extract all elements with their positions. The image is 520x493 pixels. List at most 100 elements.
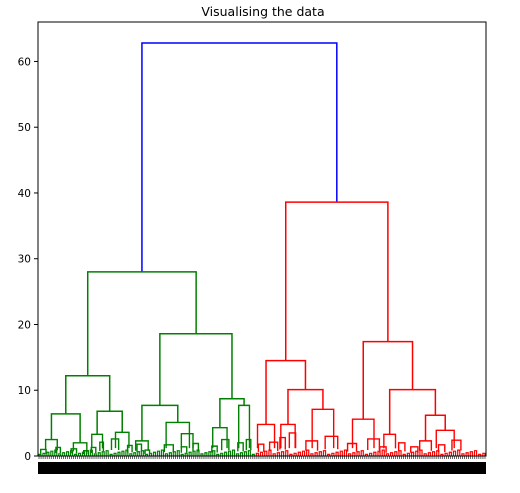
leaf-link: [276, 452, 281, 456]
leaf-link: [415, 450, 419, 456]
leaf-link: [360, 450, 364, 456]
small-merge-link: [367, 438, 381, 451]
leaf-link: [121, 450, 125, 456]
small-merge-link: [418, 440, 433, 451]
leaf-link: [172, 451, 176, 456]
leaf-link: [368, 452, 373, 456]
small-merge-link: [110, 438, 120, 451]
leaf-link: [192, 450, 196, 456]
leaf-link: [168, 452, 172, 456]
small-merge-link: [451, 439, 462, 451]
leaf-link: [200, 453, 204, 456]
leaf-link: [164, 453, 168, 456]
leaf-link: [482, 452, 486, 456]
cluster-merge-link: [287, 388, 324, 425]
leaf-link: [73, 453, 78, 456]
leaf-link: [105, 450, 109, 456]
leaf-link: [141, 450, 145, 456]
leaf-link: [231, 449, 236, 456]
leaf-link: [251, 453, 255, 456]
cluster-merge-link: [141, 404, 179, 441]
leaf-link: [97, 452, 101, 456]
cluster-merge-link: [159, 332, 233, 406]
cluster-merge-link: [96, 410, 123, 435]
small-merge-link: [192, 442, 200, 452]
leaf-link: [46, 451, 50, 456]
leaf-link: [42, 452, 46, 456]
cluster-merge-link: [362, 340, 414, 420]
small-merge-link: [90, 446, 97, 454]
small-merge-link: [211, 445, 218, 453]
leaf-link: [109, 453, 113, 456]
leaf-link: [247, 450, 251, 456]
leaf-link: [38, 453, 42, 456]
small-merge-link: [136, 443, 143, 452]
y-tick-label: 30: [18, 254, 31, 266]
small-merge-link: [126, 444, 133, 453]
small-merge-link: [180, 432, 194, 449]
leaf-link: [478, 453, 482, 456]
leaf-link: [398, 450, 402, 456]
leaf-link: [228, 450, 232, 456]
leaf-link: [101, 451, 105, 456]
leaf-link: [364, 453, 369, 456]
small-merge-link: [245, 438, 252, 451]
leaf-link: [465, 452, 469, 456]
leaf-link: [176, 450, 180, 456]
leaf-link: [385, 453, 390, 456]
leaf-link: [381, 449, 385, 456]
cluster-merge-link: [141, 42, 338, 272]
leaf-link: [243, 451, 247, 456]
leaf-link: [212, 450, 216, 456]
leaf-link: [469, 451, 473, 456]
leaf-link: [410, 451, 415, 456]
leaf-link: [297, 451, 301, 456]
leaf-link: [145, 453, 149, 456]
small-merge-link: [55, 446, 62, 454]
leaf-link: [318, 451, 322, 456]
leaf-link: [314, 452, 318, 456]
leaf-link: [331, 452, 335, 456]
cluster-merge-link: [388, 388, 437, 435]
leaf-link: [356, 451, 360, 456]
leaf-link: [402, 453, 406, 456]
cluster-merge-link: [86, 271, 197, 376]
leaf-link: [293, 452, 297, 456]
small-merge-link: [288, 432, 297, 449]
leaf-link: [452, 450, 457, 456]
leaf-link: [301, 450, 306, 456]
leaf-link: [137, 451, 141, 456]
small-merge-link: [44, 438, 58, 451]
small-merge-link: [237, 442, 244, 452]
leaf-link: [406, 452, 411, 456]
small-merge-link: [305, 440, 319, 451]
leaf-link: [208, 451, 212, 456]
leaf-link: [394, 451, 398, 456]
axes-frame: [37, 21, 487, 457]
leaf-link: [149, 452, 153, 456]
leaf-link: [310, 453, 314, 456]
leaf-link: [184, 452, 188, 456]
leaf-link: [235, 453, 240, 456]
leaf-link: [216, 453, 220, 456]
small-merge-link: [144, 449, 151, 454]
leaf-link: [377, 450, 381, 456]
small-merge-link: [279, 436, 286, 450]
cluster-merge-link: [265, 359, 307, 425]
leaf-link: [444, 452, 448, 456]
leaf-link: [419, 449, 423, 456]
y-tick-label: 0: [24, 451, 31, 463]
small-merge-link: [410, 446, 419, 453]
small-merge-link: [220, 438, 230, 451]
leaf-link: [335, 451, 339, 456]
leaf-link: [160, 449, 165, 456]
leaf-link: [239, 452, 244, 456]
leaf-link: [133, 452, 137, 456]
leaf-link: [129, 453, 133, 456]
leaf-link: [220, 452, 224, 456]
small-merge-link: [163, 444, 174, 453]
small-merge-link: [437, 444, 446, 453]
small-merge-link: [70, 448, 78, 454]
y-tick-label: 20: [18, 319, 31, 331]
